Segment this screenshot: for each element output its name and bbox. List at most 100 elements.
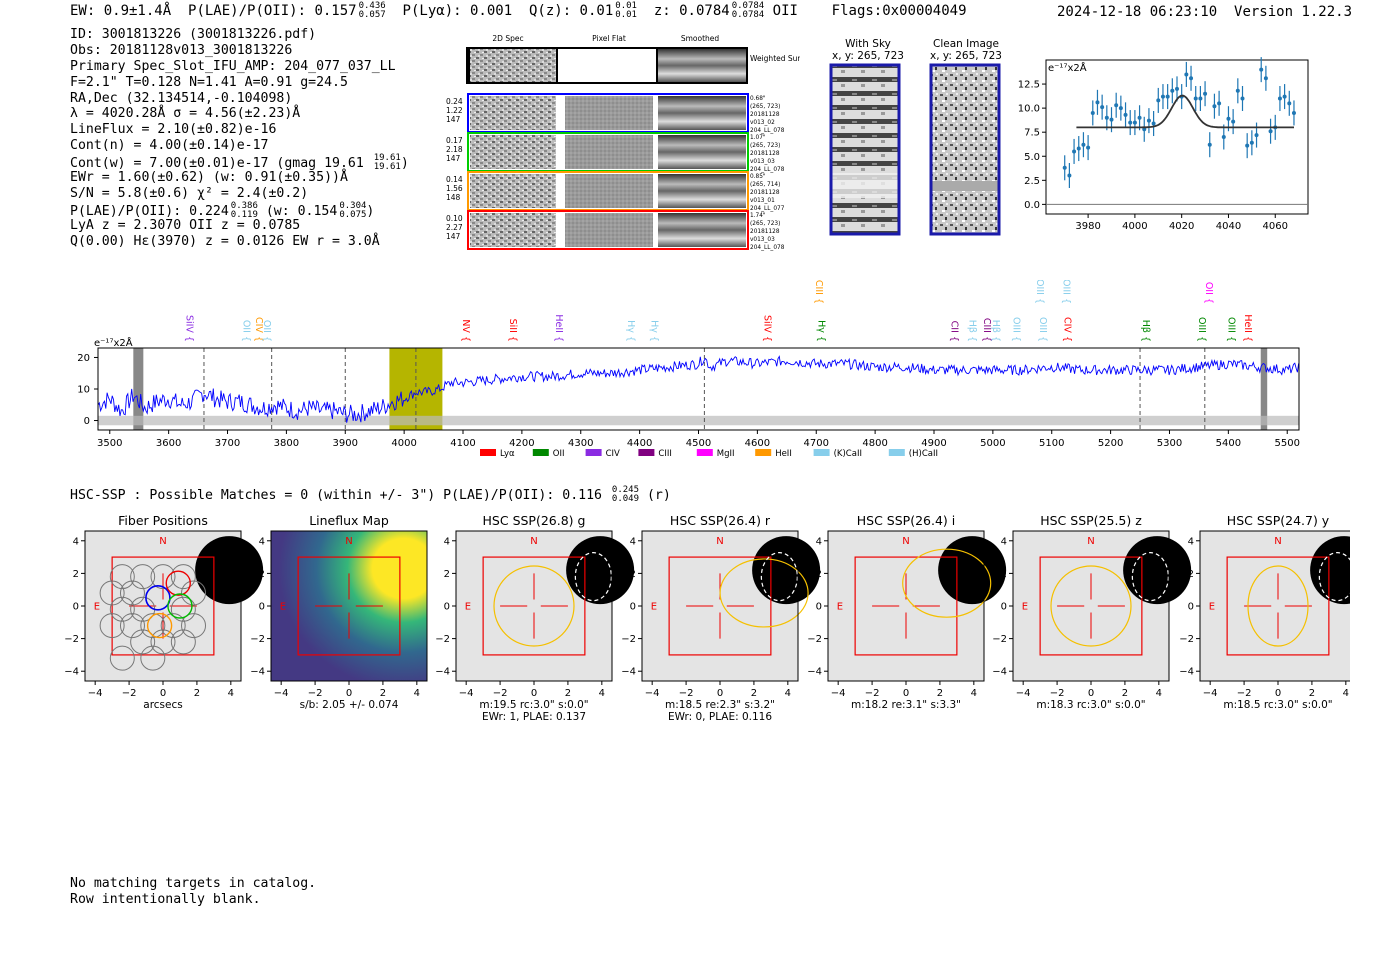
hsc-xtick-label: 0	[160, 688, 166, 699]
fit-axes	[1045, 59, 1309, 215]
line-id-label: OIII {	[1061, 280, 1072, 304]
spec-xtick-label: 5200	[1098, 438, 1123, 449]
legend-swatch	[813, 449, 830, 456]
col-header-smoothed: Smoothed	[681, 34, 720, 43]
weighted-sum-2d	[470, 49, 556, 82]
cutout-value: 0.10	[446, 214, 463, 223]
legend-label: CIV	[606, 449, 620, 459]
hsc-ytick-label: −4	[250, 667, 265, 678]
compass-n: N	[1274, 536, 1281, 547]
fit-point	[1240, 96, 1245, 101]
line-id-label: Hγ {	[816, 320, 827, 342]
aperture-ellipse	[1050, 565, 1132, 647]
hsc-ytick-label: 0	[630, 602, 636, 613]
fit-point	[1076, 146, 1081, 151]
hsc-xtick-label: 4	[228, 688, 234, 699]
hsc-ytick-label: 4	[444, 536, 450, 547]
line-id-label: OII {	[1203, 282, 1214, 304]
fiber-circle	[170, 629, 196, 655]
fit-point	[1062, 165, 1067, 170]
hsc-caption: s/b: 2.05 +/- 0.074	[300, 699, 399, 711]
hsc-xtick-label: 2	[1122, 688, 1128, 699]
spec-ytick-label: 20	[77, 353, 90, 364]
hsc-caption-2: EWr: 0, PLAE: 0.116	[668, 711, 772, 723]
cutout-flat	[565, 174, 653, 208]
info-radec: RA,Dec (32.134514,-0.104098)	[70, 90, 293, 106]
compass-e: E	[94, 601, 100, 612]
spec-xtick-label: 4700	[804, 438, 829, 449]
fiber-circle	[109, 564, 135, 590]
fit-point	[1137, 115, 1142, 120]
spec-xtick-label: 4600	[745, 438, 770, 449]
weighted-sum-label: Weighted Sum	[750, 54, 800, 63]
line-id-label: Hβ {	[966, 320, 977, 342]
hsc-xtick-label: 2	[565, 688, 571, 699]
fit-point	[1282, 94, 1287, 99]
hsc-ytick-label: −4	[1179, 667, 1194, 678]
fit-point	[1263, 76, 1268, 81]
hsc-caption: m:18.3 rc:3.0" s:0.0"	[1036, 699, 1145, 711]
line-id-label: OIII {	[1034, 280, 1045, 304]
full-spectrum-plot: 3500 3600 3700 3800 3900 4000 4100 4200 4300 4400…	[77, 280, 1300, 459]
z-value: z: 0.0784	[653, 3, 730, 19]
legend-label: OII	[553, 449, 565, 459]
fiber-circle	[119, 613, 145, 639]
bright-source	[752, 536, 821, 605]
fit-point	[1245, 143, 1250, 148]
line-id-label: NV {	[460, 319, 471, 342]
fit-point	[1189, 76, 1194, 81]
cutout-meta: 0.85"	[750, 174, 766, 180]
fit-ytick-label: 12.5	[1018, 80, 1040, 91]
fit-point	[1165, 94, 1170, 99]
hsc-xtick-label: −4	[831, 688, 846, 699]
hsc-xtick-label: −4	[645, 688, 660, 699]
aperture-box	[854, 556, 958, 656]
line-id-label: CII {	[949, 321, 960, 342]
legend-label: (K)CaII	[834, 449, 862, 459]
fit-point	[1259, 67, 1264, 72]
bright-source	[1123, 536, 1192, 605]
spec-xtick-label: 5300	[1157, 438, 1182, 449]
catalog-note-line1: No matching targets in catalog.	[70, 876, 317, 891]
cutout-value: 2.18	[446, 145, 463, 154]
spec-xtick-label: 4900	[921, 438, 946, 449]
weighted-sum-smooth	[658, 49, 746, 82]
line-id-label: OII {	[240, 320, 251, 342]
fit-point	[1132, 120, 1137, 125]
hsc-cutout-row: Fiber Positions N E −4 −4 −2 −2 0 0 2 2 4 4 arcsecs Li…	[64, 513, 1350, 723]
fit-point	[1095, 100, 1100, 105]
fiber-circle	[170, 564, 196, 590]
legend-swatch	[480, 449, 496, 456]
fiber-circle	[181, 613, 207, 639]
info-contn: Cont(n) = 4.00(±0.14)e-17	[70, 138, 269, 154]
fiber-red	[165, 570, 191, 596]
cutout-value: 0.24	[446, 97, 463, 106]
legend-swatch	[585, 449, 602, 456]
lineflux-map-image	[271, 531, 427, 681]
fiber-orange	[146, 612, 173, 639]
aperture-box	[111, 556, 215, 656]
hsc-ytick-label: 0	[1001, 602, 1007, 613]
hsc-xtick-label: 4	[599, 688, 605, 699]
spec-ytick-label: 0	[84, 416, 90, 427]
spec-xtick-label: 4500	[686, 438, 711, 449]
aperture-box	[1226, 556, 1330, 656]
cutout-2d	[470, 174, 556, 208]
line-id-label: OIII {	[1196, 317, 1207, 342]
fit-point	[1277, 96, 1282, 101]
fit-point	[1123, 112, 1128, 117]
compass-e: E	[837, 601, 843, 612]
fit-ytick-label: 2.5	[1024, 176, 1040, 187]
cutout-meta: (265, 714)	[750, 182, 780, 188]
cutout-meta: 20181128	[750, 151, 780, 157]
hsc-ytick-label: −2	[250, 634, 265, 645]
line-id-label: SiIV {	[183, 315, 194, 342]
line-id-label: CIV {	[1062, 317, 1073, 342]
fit-point	[1160, 94, 1165, 99]
cutout-meta: (265, 723)	[750, 221, 780, 227]
fit-point	[1118, 106, 1123, 111]
